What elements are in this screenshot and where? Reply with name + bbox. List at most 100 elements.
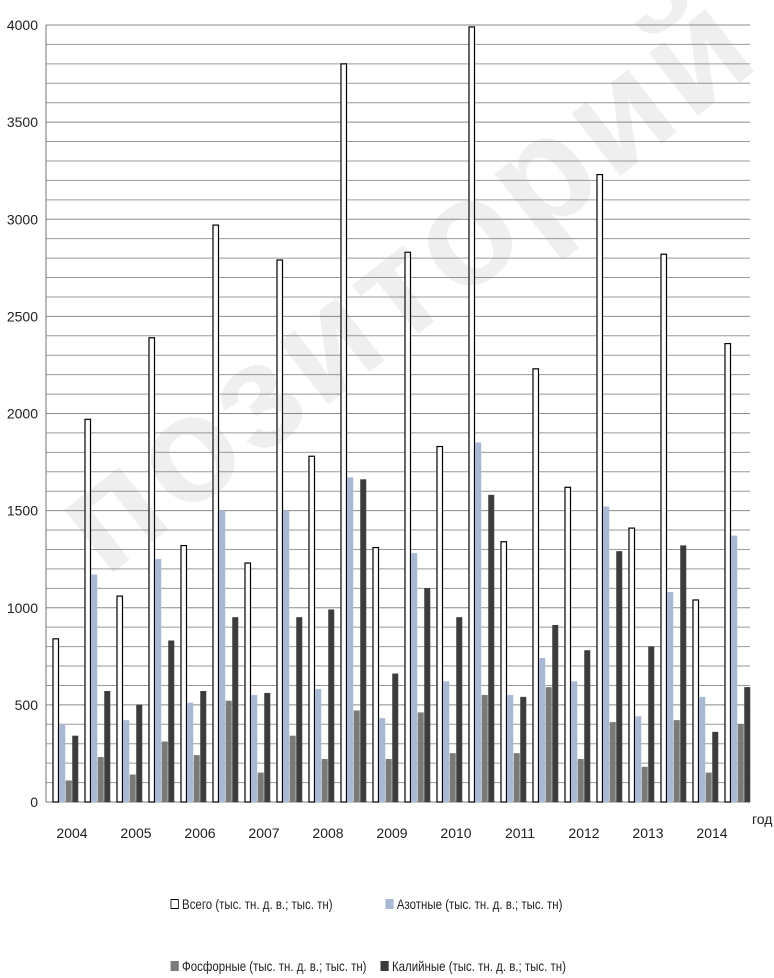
bar-phosphorus	[65, 780, 72, 803]
bar-potassium	[136, 704, 143, 803]
bar-potassium	[680, 545, 687, 803]
x-tick-label: 2010	[440, 825, 471, 841]
x-tick-label: 2013	[632, 825, 663, 841]
bar-total	[596, 173, 604, 803]
bar-total	[532, 368, 540, 803]
bar-total	[116, 595, 124, 803]
bar-total	[436, 445, 444, 803]
bar-potassium	[584, 650, 591, 803]
y-tick-label: 4000	[7, 17, 38, 33]
bar-potassium	[360, 479, 367, 803]
bar-phosphorus	[385, 759, 392, 803]
bar-total	[52, 638, 60, 803]
bar-phosphorus	[257, 772, 264, 803]
bar-phosphorus	[161, 741, 168, 803]
bar-nitrogen	[571, 681, 578, 803]
legend-item-potassium: Калийные (тыс. тн. д. в.; тыс. тн)	[380, 958, 566, 974]
bars	[52, 26, 751, 803]
y-tick-label: 3000	[7, 211, 38, 227]
bar-potassium	[744, 687, 751, 803]
bar-phosphorus	[193, 755, 200, 803]
bar-phosphorus	[97, 757, 104, 803]
bar-phosphorus	[673, 720, 680, 803]
bar-total	[84, 418, 92, 803]
bar-phosphorus	[545, 687, 552, 803]
bar-phosphorus	[289, 735, 296, 803]
bar-total	[308, 455, 316, 803]
bar-potassium	[616, 551, 623, 803]
y-tick-label: 1500	[7, 503, 38, 519]
bar-potassium	[392, 673, 399, 803]
x-tick-label: 2007	[248, 825, 279, 841]
bar-potassium	[520, 696, 527, 803]
bar-total	[404, 251, 412, 803]
legend-label-potassium: Калийные (тыс. тн. д. в.; тыс. тн)	[391, 958, 566, 974]
bar-phosphorus	[737, 724, 744, 803]
y-tick-label: 0	[30, 794, 38, 810]
legend-swatch-potassium	[380, 961, 389, 971]
x-axis-label: год	[752, 811, 772, 827]
bar-total	[244, 562, 252, 803]
legend-swatch-phosphorus	[170, 961, 179, 971]
bar-nitrogen	[411, 553, 418, 803]
x-tick-label: 2012	[568, 825, 599, 841]
bar-nitrogen	[539, 658, 546, 803]
bar-phosphorus	[353, 710, 360, 803]
bar-total	[628, 527, 636, 803]
x-tick-label: 2005	[120, 825, 151, 841]
bar-nitrogen	[155, 558, 162, 803]
y-tick-label: 2000	[7, 406, 38, 422]
bar-nitrogen	[507, 694, 514, 803]
bar-phosphorus	[609, 722, 616, 803]
bar-potassium	[488, 494, 495, 803]
bar-total	[372, 546, 380, 803]
bar-nitrogen	[475, 442, 482, 803]
bar-total	[180, 544, 188, 803]
bar-nitrogen	[91, 574, 98, 803]
bar-total	[148, 337, 156, 803]
bar-potassium	[264, 692, 271, 803]
bar-total	[692, 599, 700, 803]
y-tick-label: 3500	[7, 114, 38, 130]
bar-nitrogen	[379, 718, 386, 803]
bar-potassium	[328, 609, 335, 803]
bar-total	[276, 259, 284, 803]
y-tick-label: 500	[15, 697, 39, 713]
bar-potassium	[648, 646, 655, 803]
x-tick-label: 2014	[696, 825, 727, 841]
legend-item-phosphorus: Фосфорные (тыс. тн. д. в.; тыс. тн)	[170, 958, 367, 974]
bar-total	[212, 224, 220, 803]
bar-nitrogen	[667, 591, 674, 803]
bar-nitrogen	[699, 696, 706, 803]
bar-phosphorus	[481, 694, 488, 803]
legend-label-phosphorus: Фосфорные (тыс. тн. д. в.; тыс. тн)	[182, 958, 367, 974]
bar-nitrogen	[283, 510, 290, 803]
bar-nitrogen	[635, 716, 642, 803]
x-tick-label: 2004	[56, 825, 87, 841]
y-tick-label: 2500	[7, 308, 38, 324]
legend-item-total: Всего (тыс. тн. д. в.; тыс. тн)	[170, 896, 333, 912]
legend-label-nitrogen: Азотные (тыс. тн. д. в.; тыс. тн)	[396, 896, 563, 912]
bar-phosphorus	[641, 766, 648, 803]
bar-total	[468, 26, 476, 803]
bar-total	[564, 486, 572, 803]
bar-potassium	[296, 617, 303, 803]
bar-potassium	[232, 617, 239, 803]
bar-potassium	[104, 691, 111, 803]
legend-swatch-total	[170, 899, 179, 909]
bar-nitrogen	[59, 724, 66, 803]
bar-phosphorus	[417, 712, 424, 803]
bar-nitrogen	[187, 702, 194, 803]
legend-label-total: Всего (тыс. тн. д. в.; тыс. тн)	[182, 896, 333, 912]
bar-phosphorus	[577, 759, 584, 803]
bar-phosphorus	[129, 774, 136, 803]
bar-phosphorus	[225, 700, 232, 803]
bar-nitrogen	[443, 681, 450, 803]
bar-nitrogen	[603, 506, 610, 803]
bar-nitrogen	[123, 720, 130, 803]
bar-nitrogen	[731, 535, 738, 803]
bar-phosphorus	[449, 753, 456, 803]
bar-phosphorus	[705, 772, 712, 803]
bar-potassium	[168, 640, 175, 803]
